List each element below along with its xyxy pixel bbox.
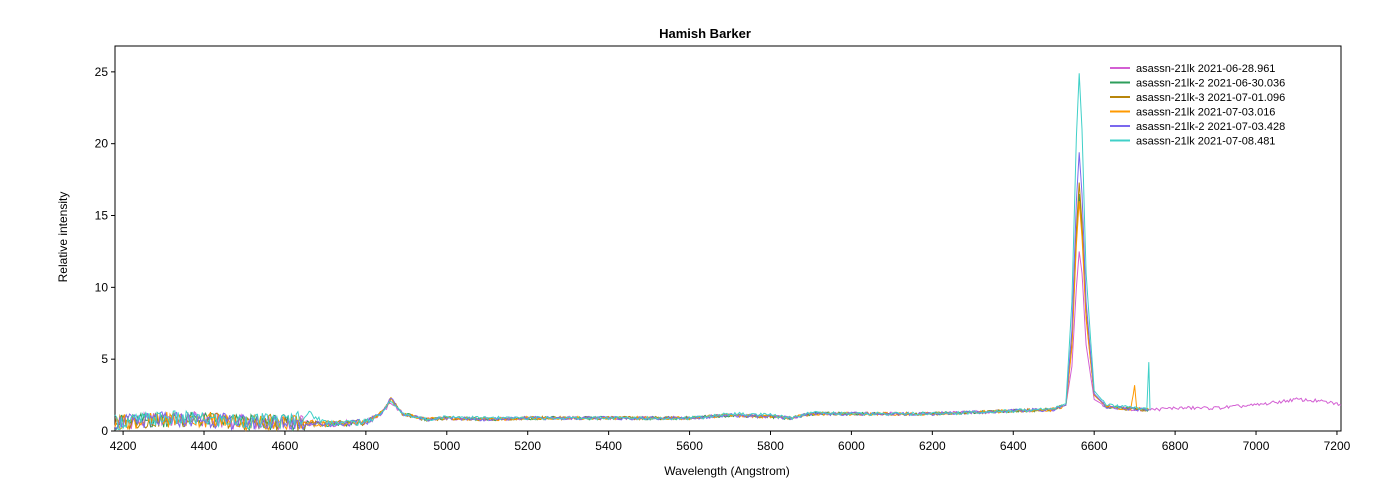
x-tick-label: 5600: [676, 439, 703, 453]
series-line: [114, 152, 1149, 431]
x-tick-label: 5200: [514, 439, 541, 453]
x-axis-label: Wavelength (Angstrom): [664, 464, 790, 478]
x-tick-label: 4400: [191, 439, 218, 453]
x-tick-label: 6600: [1081, 439, 1108, 453]
y-tick-label: 25: [95, 65, 109, 79]
y-axis-ticks: 0 5 10 15 20 25: [95, 65, 115, 438]
legend-entry: asassn-21lk 2021-07-03.016: [1136, 107, 1275, 119]
series-line: [114, 182, 1149, 432]
chart-title: Hamish Barker: [659, 26, 751, 41]
x-tick-label: 4600: [272, 439, 299, 453]
x-tick-label: 7200: [1324, 439, 1351, 453]
x-tick-label: 7000: [1243, 439, 1270, 453]
legend-entry: asassn-21lk-2 2021-06-30.036: [1136, 78, 1285, 90]
y-axis-label: Relative intensity: [56, 192, 70, 283]
series-line: [114, 251, 1342, 431]
legend-entry: asassn-21lk 2021-06-28.961: [1136, 63, 1275, 75]
y-tick-label: 5: [101, 352, 108, 366]
legend: asassn-21lk 2021-06-28.961 asassn-21lk-2 …: [1110, 63, 1285, 148]
y-tick-label: 10: [95, 280, 109, 294]
y-tick-label: 15: [95, 209, 109, 223]
legend-entry: asassn-21lk-2 2021-07-03.428: [1136, 121, 1285, 133]
x-tick-label: 4800: [353, 439, 380, 453]
x-tick-label: 6200: [919, 439, 946, 453]
legend-entry: asassn-21lk 2021-07-08.481: [1136, 136, 1275, 148]
x-tick-label: 5000: [433, 439, 460, 453]
y-tick-label: 0: [101, 424, 108, 438]
x-tick-label: 6000: [838, 439, 865, 453]
legend-entry: asassn-21lk-3 2021-07-01.096: [1136, 92, 1285, 104]
y-tick-label: 20: [95, 137, 109, 151]
plot-frame: [114, 45, 1342, 432]
series-line: [114, 193, 1150, 432]
x-axis-ticks: 4200 4400 4600 4800 5000 5200 5400 5600 5800 6000…: [110, 431, 1351, 453]
series-layer: [114, 73, 1342, 432]
series-line: [114, 201, 1150, 432]
x-tick-label: 5400: [595, 439, 622, 453]
x-tick-label: 4200: [110, 439, 137, 453]
series-line: [114, 73, 1151, 431]
x-tick-label: 6800: [1162, 439, 1189, 453]
x-tick-label: 6400: [1000, 439, 1027, 453]
x-tick-label: 5800: [757, 439, 784, 453]
